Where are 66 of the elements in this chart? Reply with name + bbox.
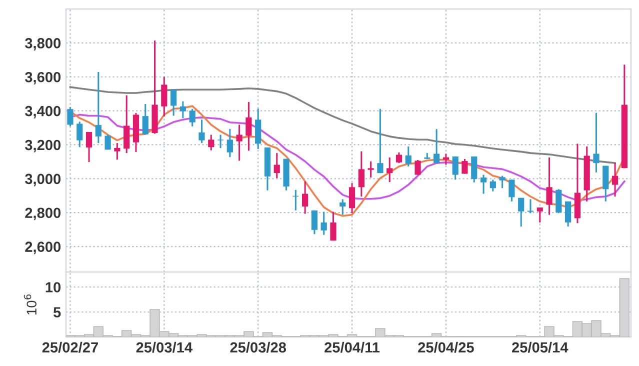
candlestick [396,152,402,164]
candlestick [527,198,534,214]
candlestick [330,211,336,242]
candlestick [189,108,196,128]
x-tick-label: 25/05/14 [512,342,568,353]
candlestick [124,94,130,154]
candlestick [320,211,327,236]
candlestick [462,158,468,175]
candlestick [67,106,74,128]
x-tick-label: 25/03/14 [136,342,192,353]
y-tick-label: 3,800 [24,38,61,50]
candlestick [602,165,609,202]
candlestick [386,156,393,183]
candlestick [471,156,478,184]
candlestick [593,112,600,174]
candlestick [226,128,233,158]
candlestick [377,108,384,174]
candlestick [452,156,458,180]
candlestick [198,118,205,144]
candlestick [348,182,356,214]
candlestick [180,100,186,119]
candlestick [86,131,92,163]
candlestick [368,160,374,178]
candlestick [170,88,177,116]
candlestick [414,159,421,176]
candlestick [556,188,562,214]
y-tick-label: 3,000 [24,174,61,186]
candlestick [405,146,412,168]
x-tick-label: 25/02/27 [42,342,98,353]
candlestick [340,198,346,216]
candlestick [302,180,308,215]
candlestick [480,174,487,195]
candlestick [208,134,214,152]
candlestick [434,128,440,164]
candlestick [142,103,148,136]
candlestick [546,156,552,216]
candlestick [311,210,318,235]
candlestick [536,206,543,224]
candlestick [104,134,111,150]
candlestick [490,178,496,192]
x-tick-label: 25/03/28 [230,342,286,353]
x-tick-label: 25/04/11 [324,342,380,353]
candlestick [236,124,242,162]
candlestick [217,134,224,149]
candlestick [274,152,280,179]
candlestick [612,162,618,198]
candlestick [508,178,515,202]
y-tick-label: 3,400 [24,106,61,118]
candlestick [161,76,168,118]
y-tick-label: 10 [46,282,61,292]
y-tick-label: 2,600 [25,242,61,254]
candlestick [95,71,102,144]
candlestick [358,150,364,198]
candlestick [499,175,506,189]
y-tick-label: 2,800 [25,208,61,220]
y-tick-label: 3,600 [24,72,61,84]
candlestick [114,142,120,160]
candlestick [518,197,524,228]
y-axis-title: 10$^{6}$ [24,294,37,315]
candlestick [76,120,83,148]
candlestick [565,200,572,228]
x-tick-label: 25/04/25 [418,342,474,353]
y-tick-label: 5 [53,307,61,318]
line-series [69,86,616,164]
candlestick [246,101,252,152]
y-tick-label: 3,200 [24,140,61,152]
